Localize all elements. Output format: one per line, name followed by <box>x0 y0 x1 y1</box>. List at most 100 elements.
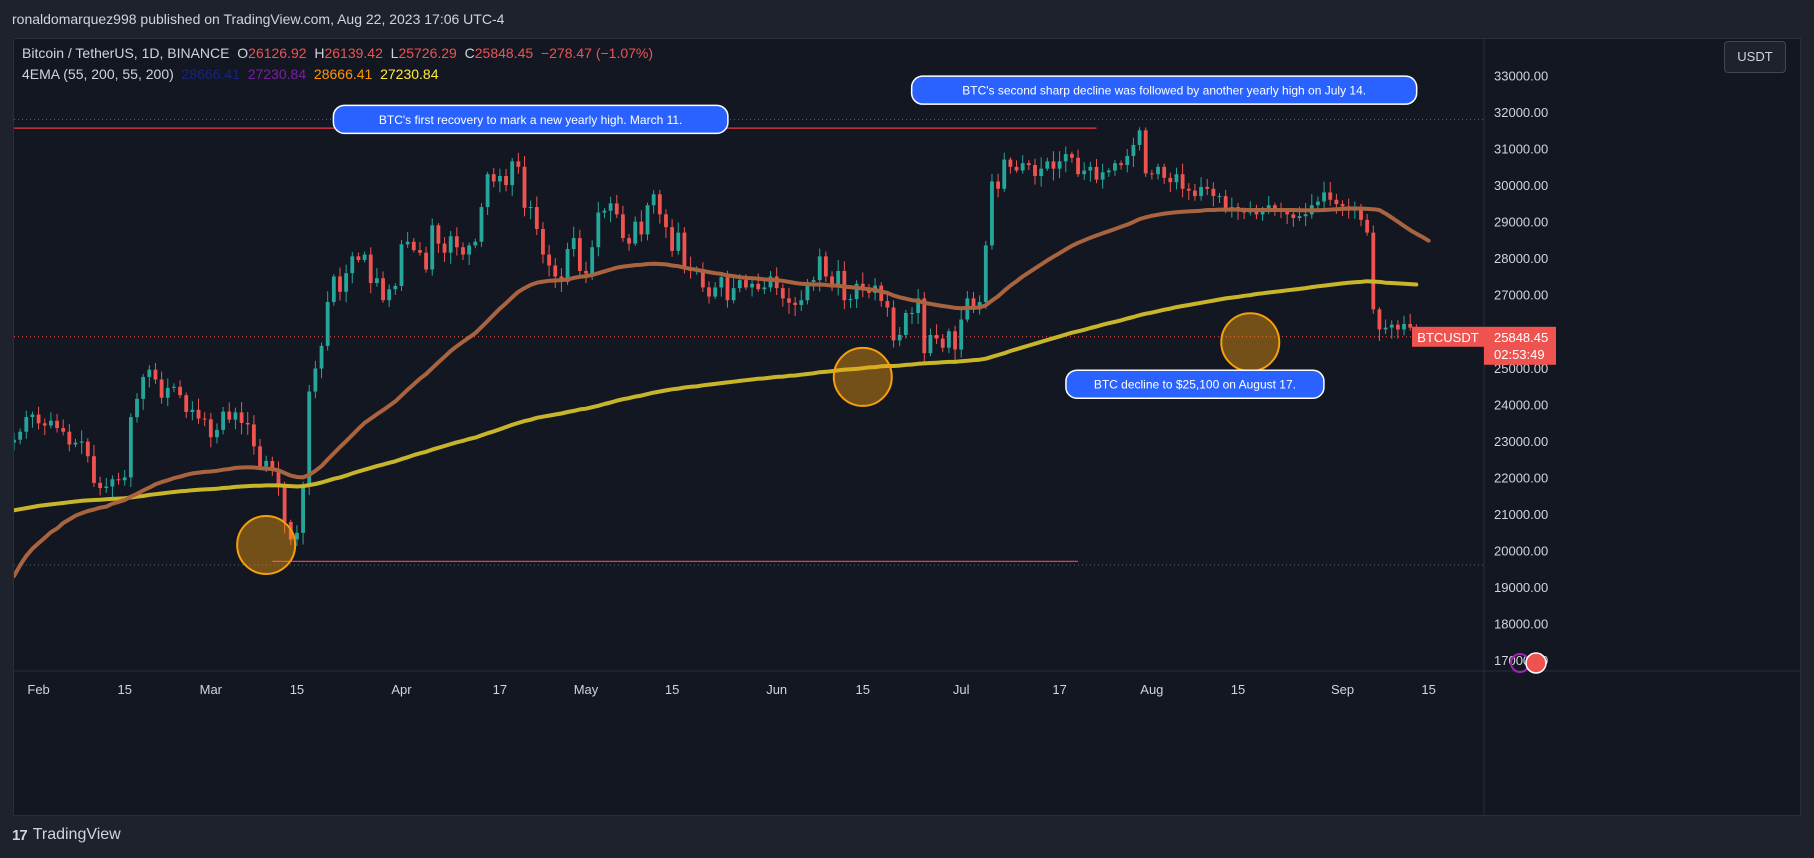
candle-body <box>731 288 736 301</box>
price-chart[interactable]: BTC's first recovery to mark a new yearl… <box>14 39 1800 815</box>
candle-body <box>946 331 951 348</box>
y-tick-label: 21000.00 <box>1494 507 1548 522</box>
candle-body <box>1199 186 1203 197</box>
candle-body <box>534 207 539 229</box>
candle-body <box>1291 214 1296 219</box>
y-tick-label: 33000.00 <box>1494 69 1548 84</box>
open-label: O <box>237 45 249 61</box>
highlight-circle[interactable] <box>1220 312 1281 373</box>
candle-body <box>141 376 146 399</box>
indicator-name[interactable]: 4EMA (55, 200, 55, 200) <box>22 66 174 82</box>
candle-body <box>1389 324 1394 328</box>
y-tick-label: 31000.00 <box>1494 142 1548 157</box>
candle-body <box>1033 165 1037 176</box>
candle-body <box>1371 232 1376 310</box>
change-value: −278.47 (−1.07%) <box>540 45 654 61</box>
x-tick-label: 15 <box>665 682 679 697</box>
tradingview-logo[interactable]: 17 TradingView <box>12 826 121 844</box>
annotation-callout[interactable] <box>910 75 1418 105</box>
candle-body <box>682 232 687 268</box>
candle-body <box>190 409 195 412</box>
candle-body <box>1051 161 1056 169</box>
highlight-circle[interactable] <box>832 346 893 407</box>
candle-body <box>621 214 625 239</box>
candle-body <box>1020 163 1025 171</box>
candle-body <box>528 207 533 209</box>
candle-body <box>147 369 152 377</box>
chart-panel[interactable]: BTC's first recovery to mark a new yearl… <box>13 38 1801 816</box>
symbol-name[interactable]: Bitcoin / TetherUS, 1D, BINANCE <box>22 45 230 61</box>
y-tick-label: 28000.00 <box>1494 251 1548 266</box>
candle-body <box>448 236 453 253</box>
candle-body <box>725 277 730 301</box>
candle-body <box>910 312 914 314</box>
candle-body <box>295 532 299 540</box>
candle-body <box>1125 155 1130 166</box>
ema-200-line <box>14 279 1419 513</box>
candle-body <box>116 479 121 481</box>
candle-body <box>172 386 176 388</box>
candle-body <box>128 417 133 478</box>
annotation-text: BTC's first recovery to mark a new yearl… <box>379 113 683 127</box>
us-flag-event-icon[interactable] <box>1525 652 1547 674</box>
candle-body <box>762 287 767 290</box>
candle-body <box>1297 216 1302 219</box>
candle-body <box>85 441 90 457</box>
candle-body <box>522 166 527 208</box>
x-tick-label: Jun <box>766 682 787 697</box>
candle-body <box>805 281 810 301</box>
candle-body <box>959 319 964 350</box>
highlight-circle[interactable] <box>236 514 297 575</box>
candle-body <box>1316 201 1320 206</box>
x-tick-label: 15 <box>1231 682 1245 697</box>
high-value: 26139.42 <box>324 45 383 61</box>
candle-body <box>356 256 361 261</box>
x-tick-label: 15 <box>117 682 131 697</box>
candle-body <box>854 283 859 300</box>
annotation-callout[interactable] <box>332 104 729 135</box>
candle-body <box>18 431 23 440</box>
candle-body <box>700 269 705 288</box>
currency-button[interactable]: USDT <box>1724 41 1786 73</box>
ema-55-line <box>14 206 1431 578</box>
candle-body <box>1402 323 1406 330</box>
candle-body <box>1106 170 1111 173</box>
candle-body <box>42 423 47 426</box>
candle-body <box>24 417 29 432</box>
candle-body <box>1322 192 1326 202</box>
candle-body <box>30 414 35 418</box>
annotation-callout[interactable] <box>1065 369 1325 399</box>
candle-body <box>73 442 78 445</box>
candle-body <box>1186 188 1191 191</box>
candle-body <box>36 414 41 424</box>
candle-body <box>14 439 16 443</box>
candle-body <box>565 249 570 282</box>
y-tick-label: 22000.00 <box>1494 470 1548 485</box>
candle-body <box>436 225 441 244</box>
candle-body <box>510 161 515 186</box>
candle-body <box>208 419 213 438</box>
candle-body <box>1014 166 1019 171</box>
candle-body <box>245 422 250 425</box>
symbol-price-tag <box>1412 326 1484 347</box>
candle-body <box>639 221 644 235</box>
close-label: C <box>464 45 475 61</box>
candle-body <box>1094 166 1099 180</box>
candle-body <box>547 254 552 266</box>
candle-body <box>473 241 478 246</box>
candle-body <box>165 387 170 398</box>
candle-body <box>1365 219 1370 233</box>
candle-body <box>270 460 275 471</box>
candle-body <box>104 486 109 488</box>
candle-body <box>596 212 601 248</box>
candle-body <box>793 302 798 305</box>
candle-body <box>1156 166 1160 175</box>
candle-body <box>971 298 976 310</box>
x-tick-label: 15 <box>856 682 870 697</box>
candle-body <box>79 441 84 443</box>
candle-body <box>627 238 631 244</box>
candle-body <box>602 210 607 213</box>
candle-body <box>541 228 545 255</box>
candle-body <box>744 280 748 288</box>
y-tick-label: 29000.00 <box>1494 215 1548 230</box>
